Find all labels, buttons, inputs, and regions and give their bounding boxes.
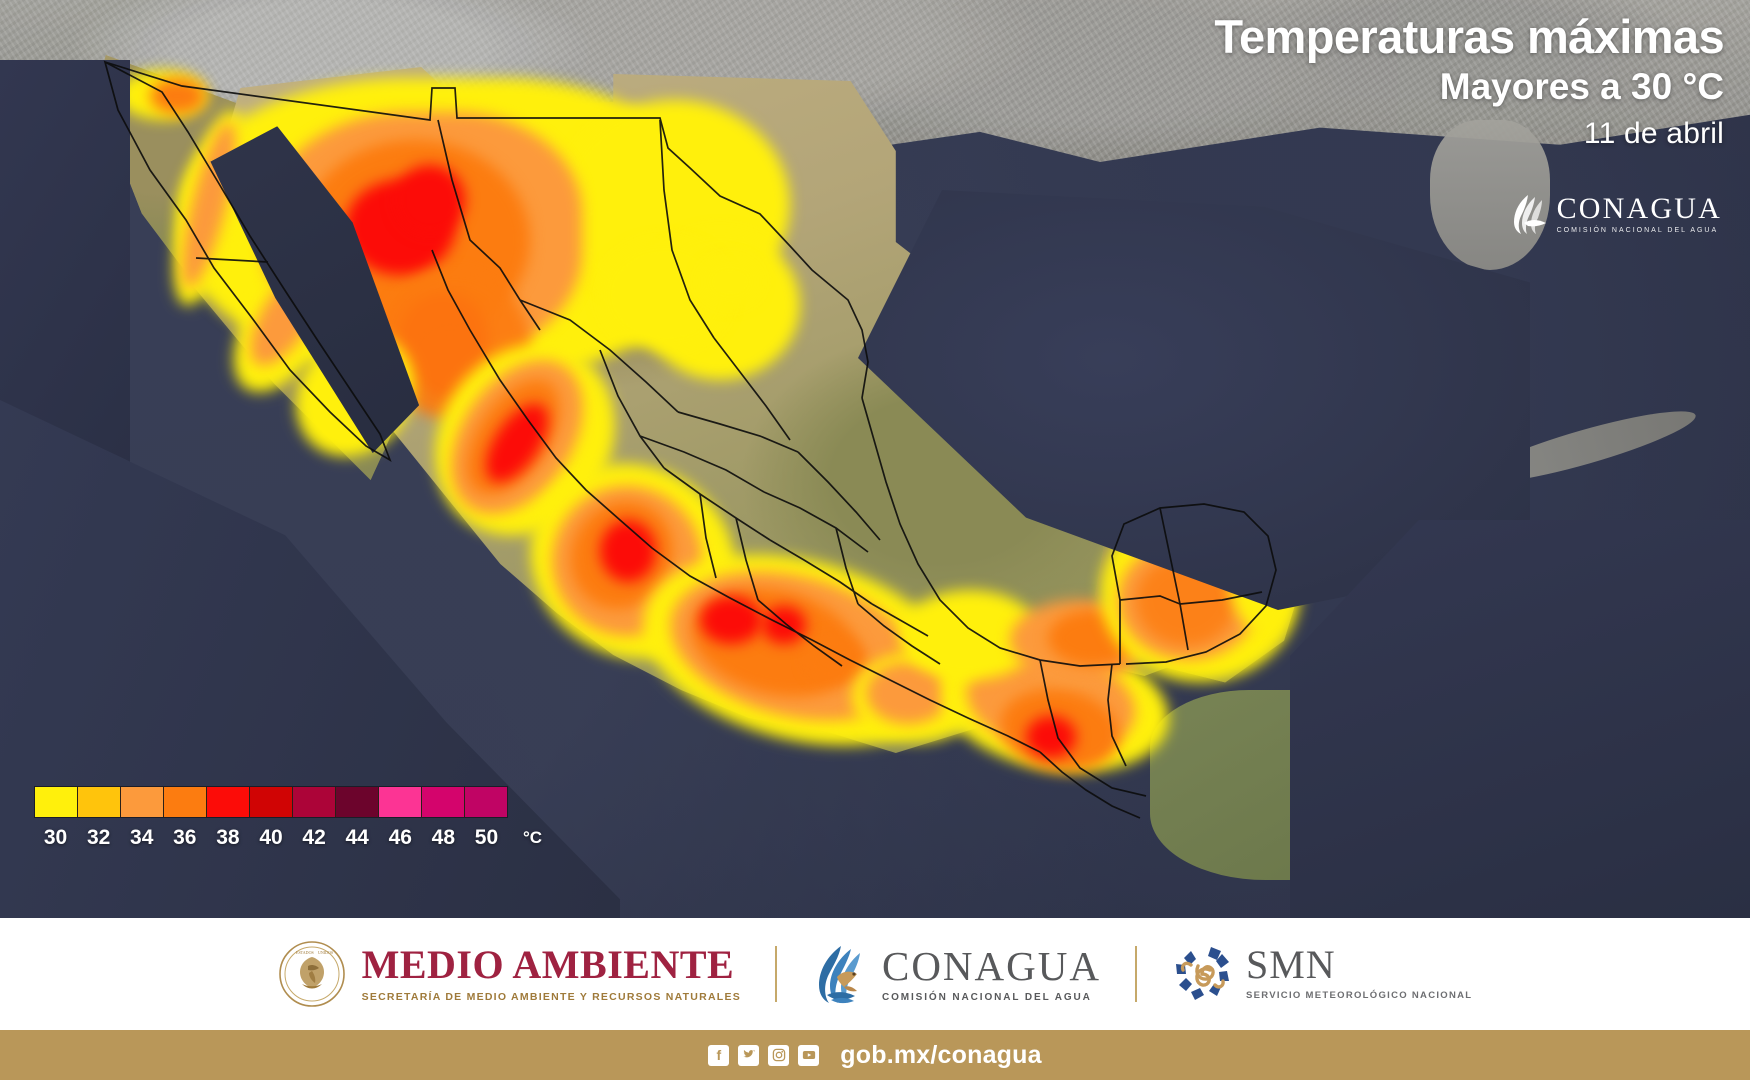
- twitter-bird-glyph: [743, 1049, 755, 1058]
- legend-tick: 44: [345, 826, 369, 849]
- temperature-legend: °C 30 32 34 36 38 40 42 44 46 48 50: [34, 786, 554, 856]
- conagua-footer-subtitle: COMISIÓN NACIONAL DEL AGUA: [881, 991, 1092, 1003]
- youtube-icon[interactable]: [798, 1044, 820, 1066]
- legend-swatch: [164, 787, 207, 817]
- conagua-footer-title: CONAGUA: [881, 942, 1101, 989]
- legend-swatch: [336, 787, 379, 817]
- smn-footer-logo: SMN SERVICIO METEOROLÓGICO NACIONAL: [1171, 943, 1472, 1005]
- legend-swatch: [250, 787, 293, 817]
- legend-swatch: [35, 787, 78, 817]
- temp-zone: [762, 606, 806, 644]
- temp-zone: [600, 520, 656, 582]
- conagua-watermark-name: CONAGUA: [1556, 192, 1722, 225]
- smn-footer-title: SMN: [1245, 942, 1336, 988]
- legend-tick: 32: [86, 826, 111, 849]
- medio-ambiente-logo: ESTADOS UNIDOS MEDIO AMBIENTE SECRETARÍA…: [278, 940, 741, 1008]
- caribbean-mask: [1290, 520, 1750, 918]
- legend-swatch: [379, 787, 422, 817]
- temperature-map: Temperaturas máximas Mayores a 30 °C 11 …: [0, 0, 1750, 918]
- mexico-coat-of-arms-icon: ESTADOS UNIDOS: [278, 941, 345, 1007]
- legend-tick: 46: [388, 826, 412, 849]
- conagua-watermark-tagline: COMISIÓN NACIONAL DEL AGUA: [1556, 227, 1719, 234]
- page-subtitle: Mayores a 30 °C: [1439, 65, 1724, 107]
- legend-swatch: [465, 787, 507, 817]
- medio-ambiente-subtitle: SECRETARÍA DE MEDIO AMBIENTE Y RECURSOS …: [361, 991, 741, 1004]
- legend-swatch: [207, 787, 250, 817]
- legend-color-bar: [34, 786, 508, 818]
- legend-tick: 40: [259, 826, 283, 849]
- instagram-icon[interactable]: [768, 1044, 790, 1066]
- legend-tick: 38: [216, 826, 240, 849]
- legend-tick: 36: [173, 826, 197, 849]
- smn-aztec-spiral-icon: [1175, 947, 1229, 1000]
- temp-zone: [1026, 716, 1076, 758]
- conagua-wave-icon: [1513, 195, 1546, 234]
- medio-ambiente-title: MEDIO AMBIENTE: [361, 942, 735, 988]
- legend-swatch: [121, 787, 164, 817]
- temp-zone: [150, 78, 205, 114]
- gob-mx-url[interactable]: gob.mx/conagua: [840, 1040, 1042, 1069]
- logo-divider: [1134, 946, 1137, 1002]
- temp-zone: [806, 636, 866, 682]
- legend-swatch: [293, 787, 336, 817]
- temp-zone: [700, 258, 760, 306]
- temp-zone: [700, 596, 762, 644]
- smn-footer-subtitle: SERVICIO METEOROLÓGICO NACIONAL: [1245, 990, 1473, 1002]
- map-date: 11 de abril: [1583, 117, 1724, 151]
- legend-tick: 48: [431, 826, 456, 849]
- legend-swatch: [422, 787, 465, 817]
- twitter-icon[interactable]: [738, 1044, 760, 1066]
- logo-divider: [774, 946, 777, 1002]
- legend-tick: 30: [43, 826, 68, 849]
- legend-tick: 34: [130, 826, 154, 849]
- youtube-play-glyph: [802, 1050, 815, 1060]
- title-block: Temperaturas máximas Mayores a 30 °C 11 …: [1214, 10, 1724, 151]
- legend-tick: 50: [474, 826, 499, 849]
- facebook-icon[interactable]: f: [708, 1044, 730, 1066]
- svg-text:UNIDOS: UNIDOS: [318, 950, 333, 955]
- legend-unit-label: °C: [523, 828, 543, 847]
- conagua-eagle-water-icon: [818, 946, 860, 1004]
- svg-text:ESTADOS: ESTADOS: [296, 950, 314, 955]
- conagua-footer-logo: CONAGUA COMISIÓN NACIONAL DEL AGUA: [811, 943, 1101, 1005]
- conagua-watermark-logo: CONAGUA COMISIÓN NACIONAL DEL AGUA: [1508, 193, 1722, 235]
- legend-tick: 42: [302, 826, 326, 849]
- legend-swatch: [78, 787, 121, 817]
- florida-landmass: [1430, 120, 1550, 270]
- instagram-camera-glyph: [772, 1048, 786, 1062]
- footer-logos-bar: ESTADOS UNIDOS MEDIO AMBIENTE SECRETARÍA…: [0, 918, 1750, 1030]
- page-title: Temperaturas máximas: [1214, 10, 1724, 63]
- temp-zone: [395, 165, 465, 235]
- social-bar: f gob.mx/conagua: [0, 1030, 1750, 1080]
- legend-tick-labels: °C 30 32 34 36 38 40 42 44 46 48 50: [34, 826, 554, 856]
